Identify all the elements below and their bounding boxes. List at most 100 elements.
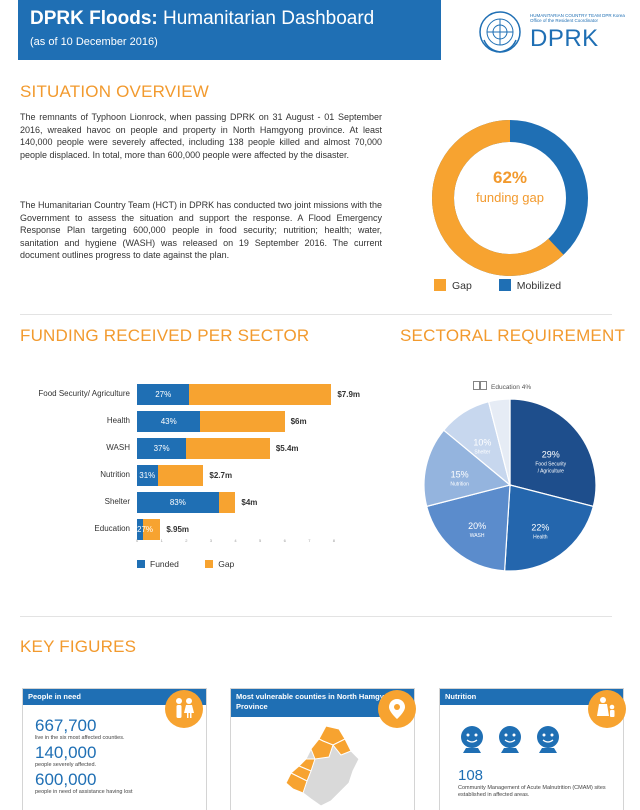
children-icons — [461, 726, 559, 753]
legend-mobilized: Mobilized — [498, 279, 562, 292]
donut-chart — [432, 120, 588, 276]
donut-gap-arc — [432, 120, 588, 276]
bar-axis-tick: 7 — [308, 538, 311, 543]
report-date: (as of 10 December 2016) — [30, 36, 158, 48]
pie-pct-label: 10% — [473, 437, 491, 447]
bar-axis-tick: 1 — [160, 538, 163, 543]
sectoral-pie: 29% Food Security / Agriculture 22% Health 20… — [423, 396, 598, 574]
pie-slice-label: Shelter — [474, 449, 490, 455]
un-emblem-icon — [479, 11, 521, 53]
pie-pct-label: 29% — [542, 449, 560, 459]
header-banner: DPRK Floods: Humanitarian Dashboard (as … — [18, 0, 441, 60]
bar-total-label: $4m — [241, 498, 258, 507]
pie-pct-label: 20% — [468, 521, 486, 531]
legend-gap-label: Gap — [452, 280, 472, 292]
legend-funded-label: Funded — [150, 559, 179, 569]
bar-axis-tick: 8 — [332, 538, 336, 543]
pie-chart: 29% Food Security/ Agriculture 22% Health 20… — [423, 398, 597, 572]
figure-108: 108 — [458, 767, 484, 784]
figure-600000-text: people in need of assistance having lost — [35, 789, 133, 795]
bar-total-label: $6m — [290, 417, 307, 426]
bar-legend: Funded Gap — [137, 559, 258, 569]
map-pin-icon — [378, 690, 416, 728]
funding-gap-donut: 62% funding gap — [430, 118, 590, 278]
legend-funded: Funded — [137, 559, 179, 569]
book-icon — [473, 381, 487, 390]
figure-108-text: Community Management of Acute Malnutriti… — [458, 785, 606, 798]
bar-category-label: Shelter — [104, 497, 130, 506]
education-label-text: Education 4% — [491, 384, 532, 391]
page-title: DPRK Floods: Humanitarian Dashboard — [30, 8, 429, 30]
key-figures-title: KEY FIGURES — [20, 637, 137, 656]
bar-axis-tick: 2 — [185, 538, 188, 543]
pie-slice — [487, 398, 511, 486]
card-people-head: People in need — [23, 689, 206, 705]
bar-axis-tick: 0 — [136, 538, 139, 543]
bar-funded-segment: 43% — [137, 411, 201, 432]
figure-667700: 667,700 — [35, 716, 97, 735]
title-rest: Humanitarian Dashboard — [157, 8, 375, 29]
north-hamgyong-map — [285, 725, 360, 807]
figure-600000: 600,000 — [35, 770, 97, 789]
funding-gap-text: funding gap — [476, 190, 544, 205]
bar-funded-segment: 83% — [137, 492, 219, 513]
pie-slice — [425, 484, 511, 572]
bar-funded-segment: 27% — [137, 384, 190, 405]
bar-funded-segment: 37% — [137, 438, 187, 459]
legend-gap-bar-label: Gap — [218, 559, 235, 569]
bar-total-label: $2.7m — [209, 471, 233, 480]
nutrition-figures: 108 Community Management of Acute Malnut… — [458, 767, 608, 799]
pie-slice-label: Food Security — [535, 461, 566, 467]
divider-1 — [20, 314, 612, 315]
logo-text: DPRK — [530, 25, 599, 52]
family-icon — [165, 690, 203, 728]
card-nutrition: Nutrition 108 Community Management of Ac… — [439, 688, 624, 810]
bar-category-label: Health — [106, 416, 130, 425]
gap-swatch-bar — [205, 560, 214, 568]
legend-mobilized-label: Mobilized — [516, 280, 562, 292]
bar-category-label: Education — [94, 524, 130, 533]
bar-axis-tick: 6 — [283, 538, 286, 543]
pie-slice-label: Health — [533, 535, 548, 541]
bar-funded-segment: 31% — [137, 465, 158, 486]
bar-category-label: Food Security/ Agriculture — [38, 389, 130, 398]
gap-swatch — [434, 279, 446, 291]
bar-axis-tick: 4 — [234, 538, 237, 543]
mobilized-swatch — [498, 279, 511, 291]
pie-slice-label: / Agriculture — [538, 468, 565, 474]
pie-pct-label: 15% — [451, 470, 469, 480]
pie-slice — [503, 484, 595, 572]
bar-total-label: $.95m — [166, 525, 190, 534]
bar-total-label: $7.9m — [337, 390, 361, 399]
logo-subtitle: HUMANITARIAN COUNTRY TEAM DPR Korea Offi… — [530, 13, 625, 23]
figure-667700-text: live in the six most affected counties. — [35, 735, 125, 741]
pie-slice — [423, 429, 512, 508]
legend-gap: Gap — [434, 279, 472, 292]
legend-gap-bar: Gap — [205, 559, 234, 569]
bar-axis-tick: 3 — [209, 538, 213, 543]
funding-sector-title: FUNDING RECEIVED PER SECTOR — [20, 326, 310, 345]
funding-gap-pct: 62% — [492, 168, 528, 187]
divider-2 — [20, 616, 612, 617]
sectoral-requirement-title: SECTORAL REQUIREMENT — [400, 326, 626, 345]
card-nutrition-head: Nutrition — [440, 689, 623, 705]
figure-140000-text: people severely affected. — [35, 762, 97, 768]
funded-swatch — [137, 560, 145, 568]
bar-category-label: Nutrition — [100, 470, 130, 479]
bar-funded-segment: 27% — [137, 519, 153, 540]
people-figures: 667,700 live in the six most affected co… — [35, 717, 133, 796]
ocha-dprk-logo: HUMANITARIAN COUNTRY TEAM DPR Korea Offi… — [478, 10, 628, 54]
bar-category-label: WASH — [106, 443, 130, 452]
pie-slice — [509, 398, 597, 508]
situation-overview-title: SITUATION OVERVIEW — [20, 82, 210, 101]
title-bold: DPRK Floods: — [30, 8, 158, 29]
donut-legend: Gap Mobilized — [434, 279, 585, 292]
bar-total-label: $5.4m — [275, 444, 299, 453]
bar-axis-tick: 5 — [259, 538, 262, 543]
situation-paragraph-1: The remnants of Typhoon Lionrock, when p… — [20, 112, 382, 160]
education-pie-label: Education 4% — [473, 381, 531, 391]
figure-140000: 140,000 — [35, 743, 97, 762]
situation-paragraph-2: The Humanitarian Country Team (HCT) in D… — [20, 200, 382, 260]
pie-slice-label: WASH — [470, 533, 485, 539]
pie-pct-label: 22% — [531, 523, 549, 533]
